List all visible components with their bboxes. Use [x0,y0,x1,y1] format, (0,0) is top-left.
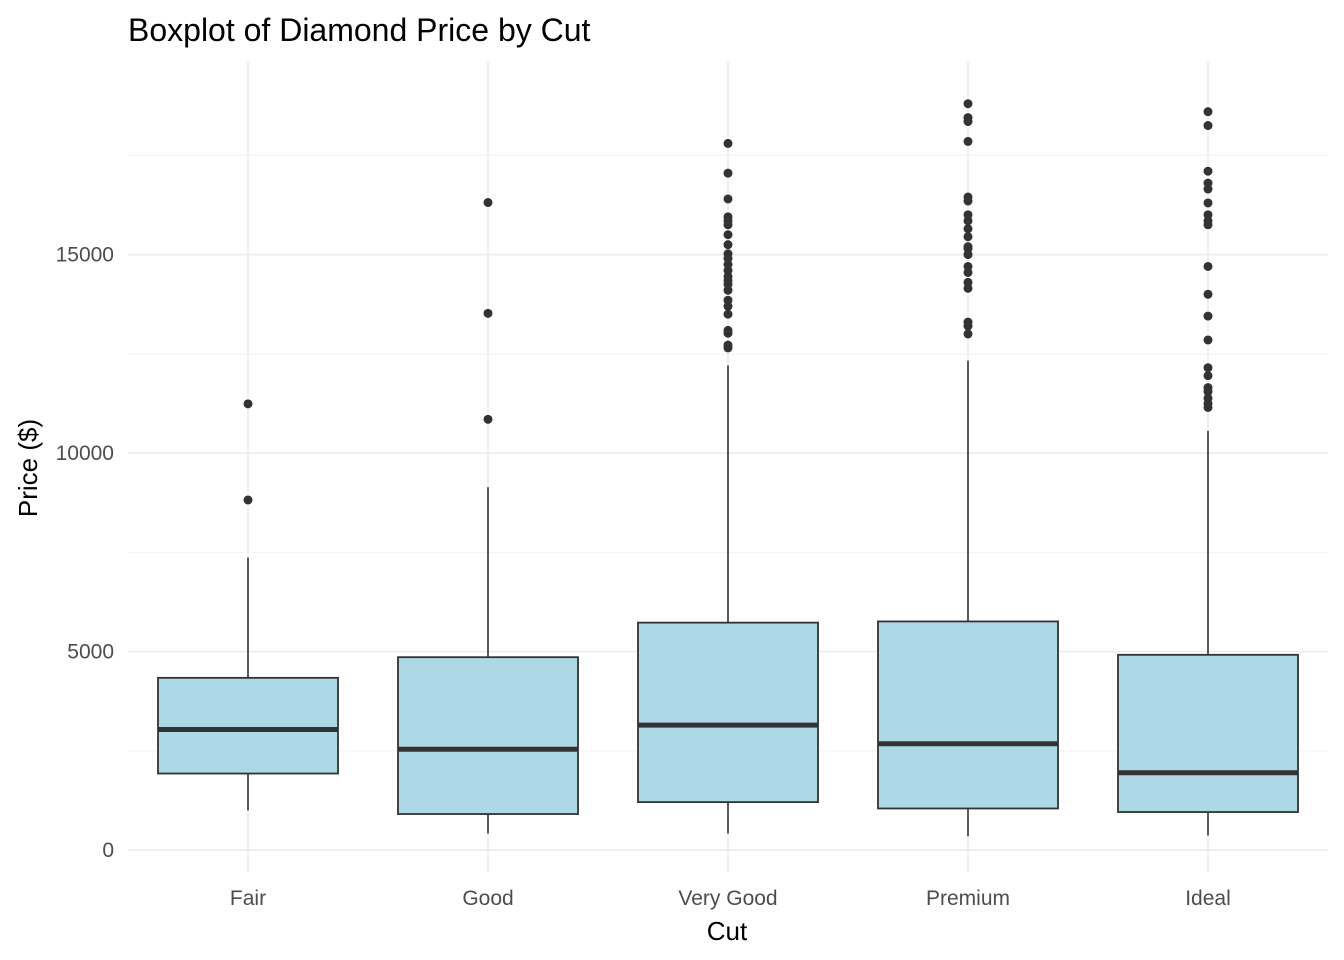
outlier-point [723,212,733,222]
box-iqr [397,656,579,815]
outlier-point [963,242,973,252]
outlier-point [243,495,253,505]
box-iqr [157,676,339,775]
outlier-point [1203,107,1213,117]
box-good [397,198,579,834]
outlier-point [963,210,973,220]
outlier-point [963,136,973,146]
outlier-point [483,308,493,318]
x-axis-title: Cut [707,916,748,946]
x-axis-ticks: Fair Good Very Good Premium Ideal [230,887,1231,910]
outlier-point [1203,335,1213,345]
outlier-point [1203,363,1213,373]
box-iqr [1117,653,1299,813]
outlier-point [723,138,733,148]
outlier-point [1203,311,1213,321]
outlier-point [483,198,493,208]
box-iqr [637,621,819,804]
outlier-point [963,317,973,327]
x-tick-label: Good [462,887,513,910]
chart-title: Boxplot of Diamond Price by Cut [128,12,591,48]
y-tick-label: 15000 [56,244,114,267]
outlier-point [963,277,973,287]
outlier-point [723,249,733,259]
outlier-point [1203,393,1213,403]
outlier-point [963,192,973,202]
outlier-point [963,329,973,339]
outlier-point [723,230,733,240]
outlier-point [963,261,973,271]
y-tick-label: 10000 [56,442,114,465]
outlier-point [1203,371,1213,381]
box-very-good [637,138,819,834]
outlier-point [723,340,733,350]
y-tick-label: 0 [102,839,114,862]
box-ideal [1117,107,1299,836]
outlier-point [1203,261,1213,271]
outlier-point [723,325,733,335]
outlier-point [1203,198,1213,208]
outlier-point [723,309,733,319]
outlier-point [963,224,973,234]
outlier-point [723,240,733,250]
x-tick-label: Very Good [678,887,777,910]
x-tick-label: Premium [926,887,1010,910]
box-iqr [877,620,1059,810]
outlier-point [1203,289,1213,299]
outlier-point [483,414,493,424]
y-tick-label: 5000 [67,641,114,664]
outlier-point [723,295,733,305]
outlier-point [1203,121,1213,131]
outlier-point [1203,383,1213,393]
outlier-point [963,99,973,109]
box-premium [877,99,1059,837]
x-tick-label: Fair [230,887,266,910]
outlier-point [723,194,733,204]
x-tick-label: Ideal [1185,887,1231,910]
outlier-point [1203,178,1213,188]
outlier-point [243,399,253,409]
outlier-point [1203,166,1213,176]
box-series [157,99,1299,837]
box-fair [157,399,339,811]
y-axis-title: Price ($) [13,419,43,517]
outlier-point [723,168,733,178]
outlier-point [963,113,973,123]
outlier-point [1203,210,1213,220]
outlier-point [963,232,973,242]
y-axis-ticks: 0 5000 10000 15000 [56,244,114,863]
